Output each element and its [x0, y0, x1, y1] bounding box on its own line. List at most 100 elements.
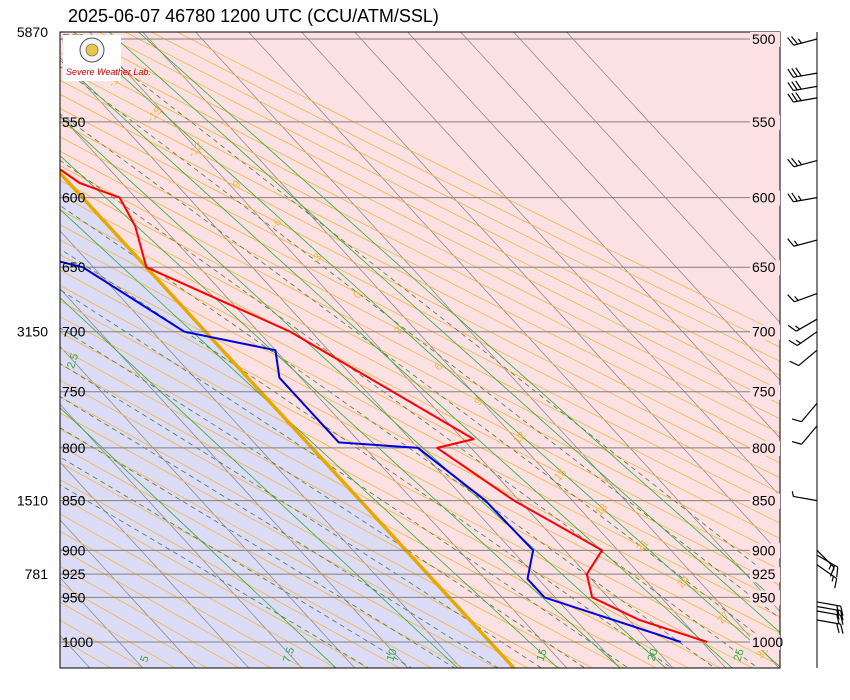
- isotherm-line: [354, 32, 780, 497]
- dry-adiabat-line: [60, 479, 401, 668]
- pressure-label-right: 750: [752, 384, 776, 400]
- wind-barb-icon: [791, 491, 818, 502]
- pressure-label-bg: [750, 590, 780, 606]
- dry-adiabat-line: [60, 445, 465, 668]
- dry-adiabat-line: [60, 530, 305, 668]
- dry-adiabat-line: [60, 462, 433, 668]
- pressure-label-bg: [750, 260, 780, 276]
- pressure-label-left: 900: [62, 542, 86, 558]
- dry-adiabat-line: [60, 496, 369, 668]
- wind-barb-icon: [816, 554, 839, 578]
- mixing-ratio-label: 25: [732, 647, 747, 662]
- severe-weather-lab-logo: Severe Weather Lab.: [63, 35, 151, 81]
- pressure-label-left: 1000: [62, 634, 93, 650]
- dry-adiabat-line: [60, 300, 754, 668]
- moist-adiabat-line: [60, 327, 586, 668]
- pressure-label-right: 600: [752, 190, 776, 206]
- wind-barb-icon: [788, 331, 818, 346]
- mixing-ratio-labels: 2.5 5 7.5 10 15 20 25: [65, 352, 747, 664]
- isotherm-line: [460, 32, 780, 381]
- pressure-label-right: 700: [752, 324, 776, 340]
- dry-adiabat-line: [60, 363, 626, 668]
- dry-adiabat-line: [60, 565, 241, 668]
- pressure-label-bg: [750, 635, 780, 650]
- pressure-label-left: 600: [62, 190, 86, 206]
- pressure-label-left: 800: [62, 440, 86, 456]
- dry-adiabat-line: [60, 601, 177, 668]
- pressure-label-right: 850: [752, 493, 776, 509]
- wind-barb-icon: [816, 564, 838, 589]
- wind-barb-icon: [787, 92, 818, 103]
- mixing-ratio-line: [138, 32, 780, 605]
- wind-barb-icon: [787, 36, 818, 46]
- mixing-ratio-label: 10: [385, 647, 400, 662]
- height-label: 3150: [17, 324, 48, 340]
- isotherm-line: [301, 32, 780, 555]
- mixing-ratio-line: [60, 407, 337, 668]
- isotherm-line: [142, 32, 727, 668]
- height-labels: 5870 3150 1510 781: [17, 24, 48, 582]
- wind-barb-icon: [787, 80, 818, 92]
- pressure-label-right: 650: [752, 259, 776, 275]
- pressure-label-left: 750: [62, 384, 86, 400]
- mixing-ratio-label: 20: [646, 647, 661, 662]
- temperature-profile: [60, 168, 708, 643]
- isotherm-line: [60, 519, 197, 668]
- dry-adiabat-line: [176, 32, 780, 334]
- pressure-label-right: 1000: [752, 634, 783, 650]
- isotherm-line: [513, 32, 780, 323]
- wind-barb-icon: [787, 318, 818, 332]
- dry-adiabat-line: [150, 32, 780, 348]
- moist-adiabat-line: [60, 289, 629, 668]
- mixing-ratio-line: [60, 155, 621, 668]
- isotherm-line: [60, 403, 303, 668]
- moist-adiabat-line: [60, 205, 716, 668]
- logo-text: Severe Weather Lab.: [66, 67, 151, 77]
- isotherm-line: [60, 230, 462, 668]
- wind-barb-icon: [787, 192, 818, 203]
- dry-adiabat-line: [60, 583, 209, 668]
- wind-profile: [787, 32, 844, 668]
- dry-adiabat-line: [60, 316, 722, 668]
- mixing-ratio-label: 5: [138, 654, 151, 664]
- chart-title: 2025-06-07 46780 1200 UTC (CCU/ATM/SSL): [68, 6, 439, 26]
- wind-barb-icon: [816, 549, 835, 577]
- moist-adiabat-line: [60, 427, 456, 668]
- pressure-label-left: 950: [62, 589, 86, 605]
- pressure-label-right: 900: [752, 542, 776, 558]
- pressure-label-right: 950: [752, 589, 776, 605]
- moist-adiabat-line: [60, 113, 780, 653]
- wind-barb-icon: [789, 349, 818, 367]
- isotherm-line: [195, 32, 780, 668]
- dewpoint-profile: [60, 260, 682, 643]
- wind-barb-icon: [787, 157, 818, 168]
- wind-barb-icon: [816, 610, 844, 625]
- moist-adiabat-line: [60, 363, 543, 668]
- dry-adiabat-line: [60, 347, 658, 668]
- profiles: [60, 168, 708, 643]
- height-label: 5870: [17, 24, 48, 40]
- isotherm-line: [566, 32, 780, 266]
- pressure-label-bg: [750, 543, 780, 559]
- height-label: 781: [25, 566, 49, 582]
- pressure-label-bg: [750, 324, 780, 340]
- mixing-ratio-line: [60, 116, 667, 668]
- pressure-label-right: 925: [752, 566, 776, 582]
